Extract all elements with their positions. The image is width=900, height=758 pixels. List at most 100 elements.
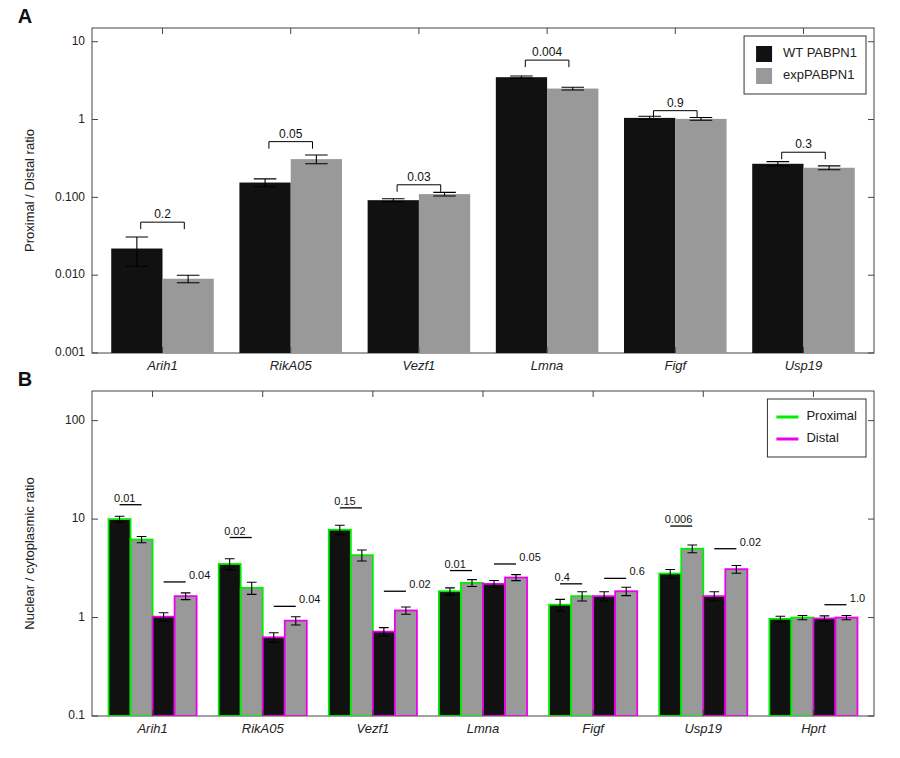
legend: ProximalDistal xyxy=(767,399,866,457)
bar xyxy=(803,168,854,353)
error-bar xyxy=(433,192,456,196)
error-bar xyxy=(690,118,713,121)
significance-bracket xyxy=(654,111,698,118)
error-bar xyxy=(820,616,830,621)
x-tick-label: Vezf1 xyxy=(403,358,436,373)
x-tick xyxy=(152,391,153,716)
p-value: 0.01 xyxy=(444,558,465,570)
legend-swatch xyxy=(776,416,798,419)
significance-line xyxy=(450,570,472,571)
bar xyxy=(549,605,571,716)
bar xyxy=(461,583,483,716)
x-tick-label: Lmna xyxy=(531,358,564,373)
y-axis: 0.0010.0100.100110 xyxy=(55,34,874,359)
p-value: 0.02 xyxy=(740,536,761,548)
bar xyxy=(624,118,675,353)
y-axis: 0.1110100 xyxy=(65,413,874,722)
plot-frame xyxy=(92,391,874,716)
error-bar xyxy=(510,76,533,78)
error-bar xyxy=(126,237,149,266)
legend-swatch xyxy=(756,68,772,84)
bar xyxy=(163,279,214,353)
error-bar xyxy=(291,617,301,625)
error-bar xyxy=(561,87,584,90)
x-tick-label: Figf xyxy=(664,358,687,373)
bar xyxy=(483,584,505,716)
x-tick-label: Lmna xyxy=(467,721,500,736)
significance-line xyxy=(274,606,296,607)
significance-bracket xyxy=(782,152,826,159)
error-bar xyxy=(357,550,367,561)
bar xyxy=(109,519,131,716)
y-axis-label: Nuclear / cytoplasmic ratio xyxy=(22,477,37,629)
error-bar xyxy=(137,537,147,543)
marks xyxy=(111,76,855,353)
error-bar xyxy=(269,633,279,643)
bar xyxy=(285,621,307,716)
background xyxy=(0,0,900,758)
error-bar xyxy=(798,615,808,619)
plot-frame xyxy=(92,28,874,353)
bar xyxy=(373,632,395,716)
error-bar xyxy=(842,615,852,619)
p-value: 0.3 xyxy=(795,137,812,151)
x-tick-label: Hprt xyxy=(801,721,827,736)
x-tick-label: Vezf1 xyxy=(356,721,389,736)
error-bar xyxy=(621,587,631,595)
p-value: 0.02 xyxy=(224,525,245,537)
bar xyxy=(439,591,461,716)
error-bar xyxy=(687,545,697,553)
x-tick xyxy=(703,391,704,716)
y-tick xyxy=(92,119,874,120)
p-value: 0.05 xyxy=(279,127,303,141)
bar xyxy=(496,77,547,353)
significance-line xyxy=(340,507,362,508)
x-tick xyxy=(675,28,676,353)
error-bar xyxy=(181,593,191,600)
bar xyxy=(547,89,598,353)
x-tick xyxy=(262,391,263,716)
x-axis: Arih1RikA05Vezf1LmnaFigfUsp19 xyxy=(146,28,822,373)
p-value: 1.0 xyxy=(850,592,865,604)
bar xyxy=(368,200,419,353)
error-bar xyxy=(177,275,200,283)
error-bar xyxy=(115,516,125,522)
bar xyxy=(813,618,835,716)
p-value: 0.9 xyxy=(667,96,684,110)
x-axis: Arih1RikA05Vezf1LmnaFigfUsp19Hprt xyxy=(136,391,827,736)
error-bar xyxy=(159,613,169,621)
x-tick xyxy=(593,391,594,716)
y-tick xyxy=(92,519,874,520)
annotations: 0.20.050.030.0040.90.3 xyxy=(141,45,826,229)
y-tick xyxy=(92,353,874,354)
error-bar xyxy=(638,116,661,119)
legend: WT PABPN1expPABPN1 xyxy=(744,36,866,94)
y-tick-label: 0.100 xyxy=(55,190,85,204)
legend-box xyxy=(767,399,866,457)
bar xyxy=(241,588,263,716)
error-bar xyxy=(709,592,719,601)
bar xyxy=(263,637,285,716)
significance-bracket xyxy=(525,60,569,67)
error-bar xyxy=(599,592,609,601)
y-tick-label: 10 xyxy=(72,511,86,525)
y-tick xyxy=(92,420,874,421)
significance-line xyxy=(120,504,142,505)
panel: 0.1110100Arih1RikA05Vezf1LmnaFigfUsp19Hp… xyxy=(18,368,874,736)
significance-line xyxy=(604,578,626,579)
y-tick-label: 100 xyxy=(65,413,85,427)
bar xyxy=(675,119,726,353)
significance-line xyxy=(714,548,736,549)
error-bar xyxy=(247,582,257,594)
error-bar xyxy=(555,599,565,610)
bar xyxy=(703,596,725,716)
bar xyxy=(419,194,470,353)
x-tick xyxy=(418,28,419,353)
p-value: 0.02 xyxy=(409,578,430,590)
x-tick-label: Arih1 xyxy=(136,721,167,736)
marks xyxy=(109,516,858,716)
significance-line xyxy=(824,604,846,605)
bar xyxy=(239,183,290,353)
x-tick xyxy=(372,391,373,716)
bar xyxy=(615,591,637,716)
